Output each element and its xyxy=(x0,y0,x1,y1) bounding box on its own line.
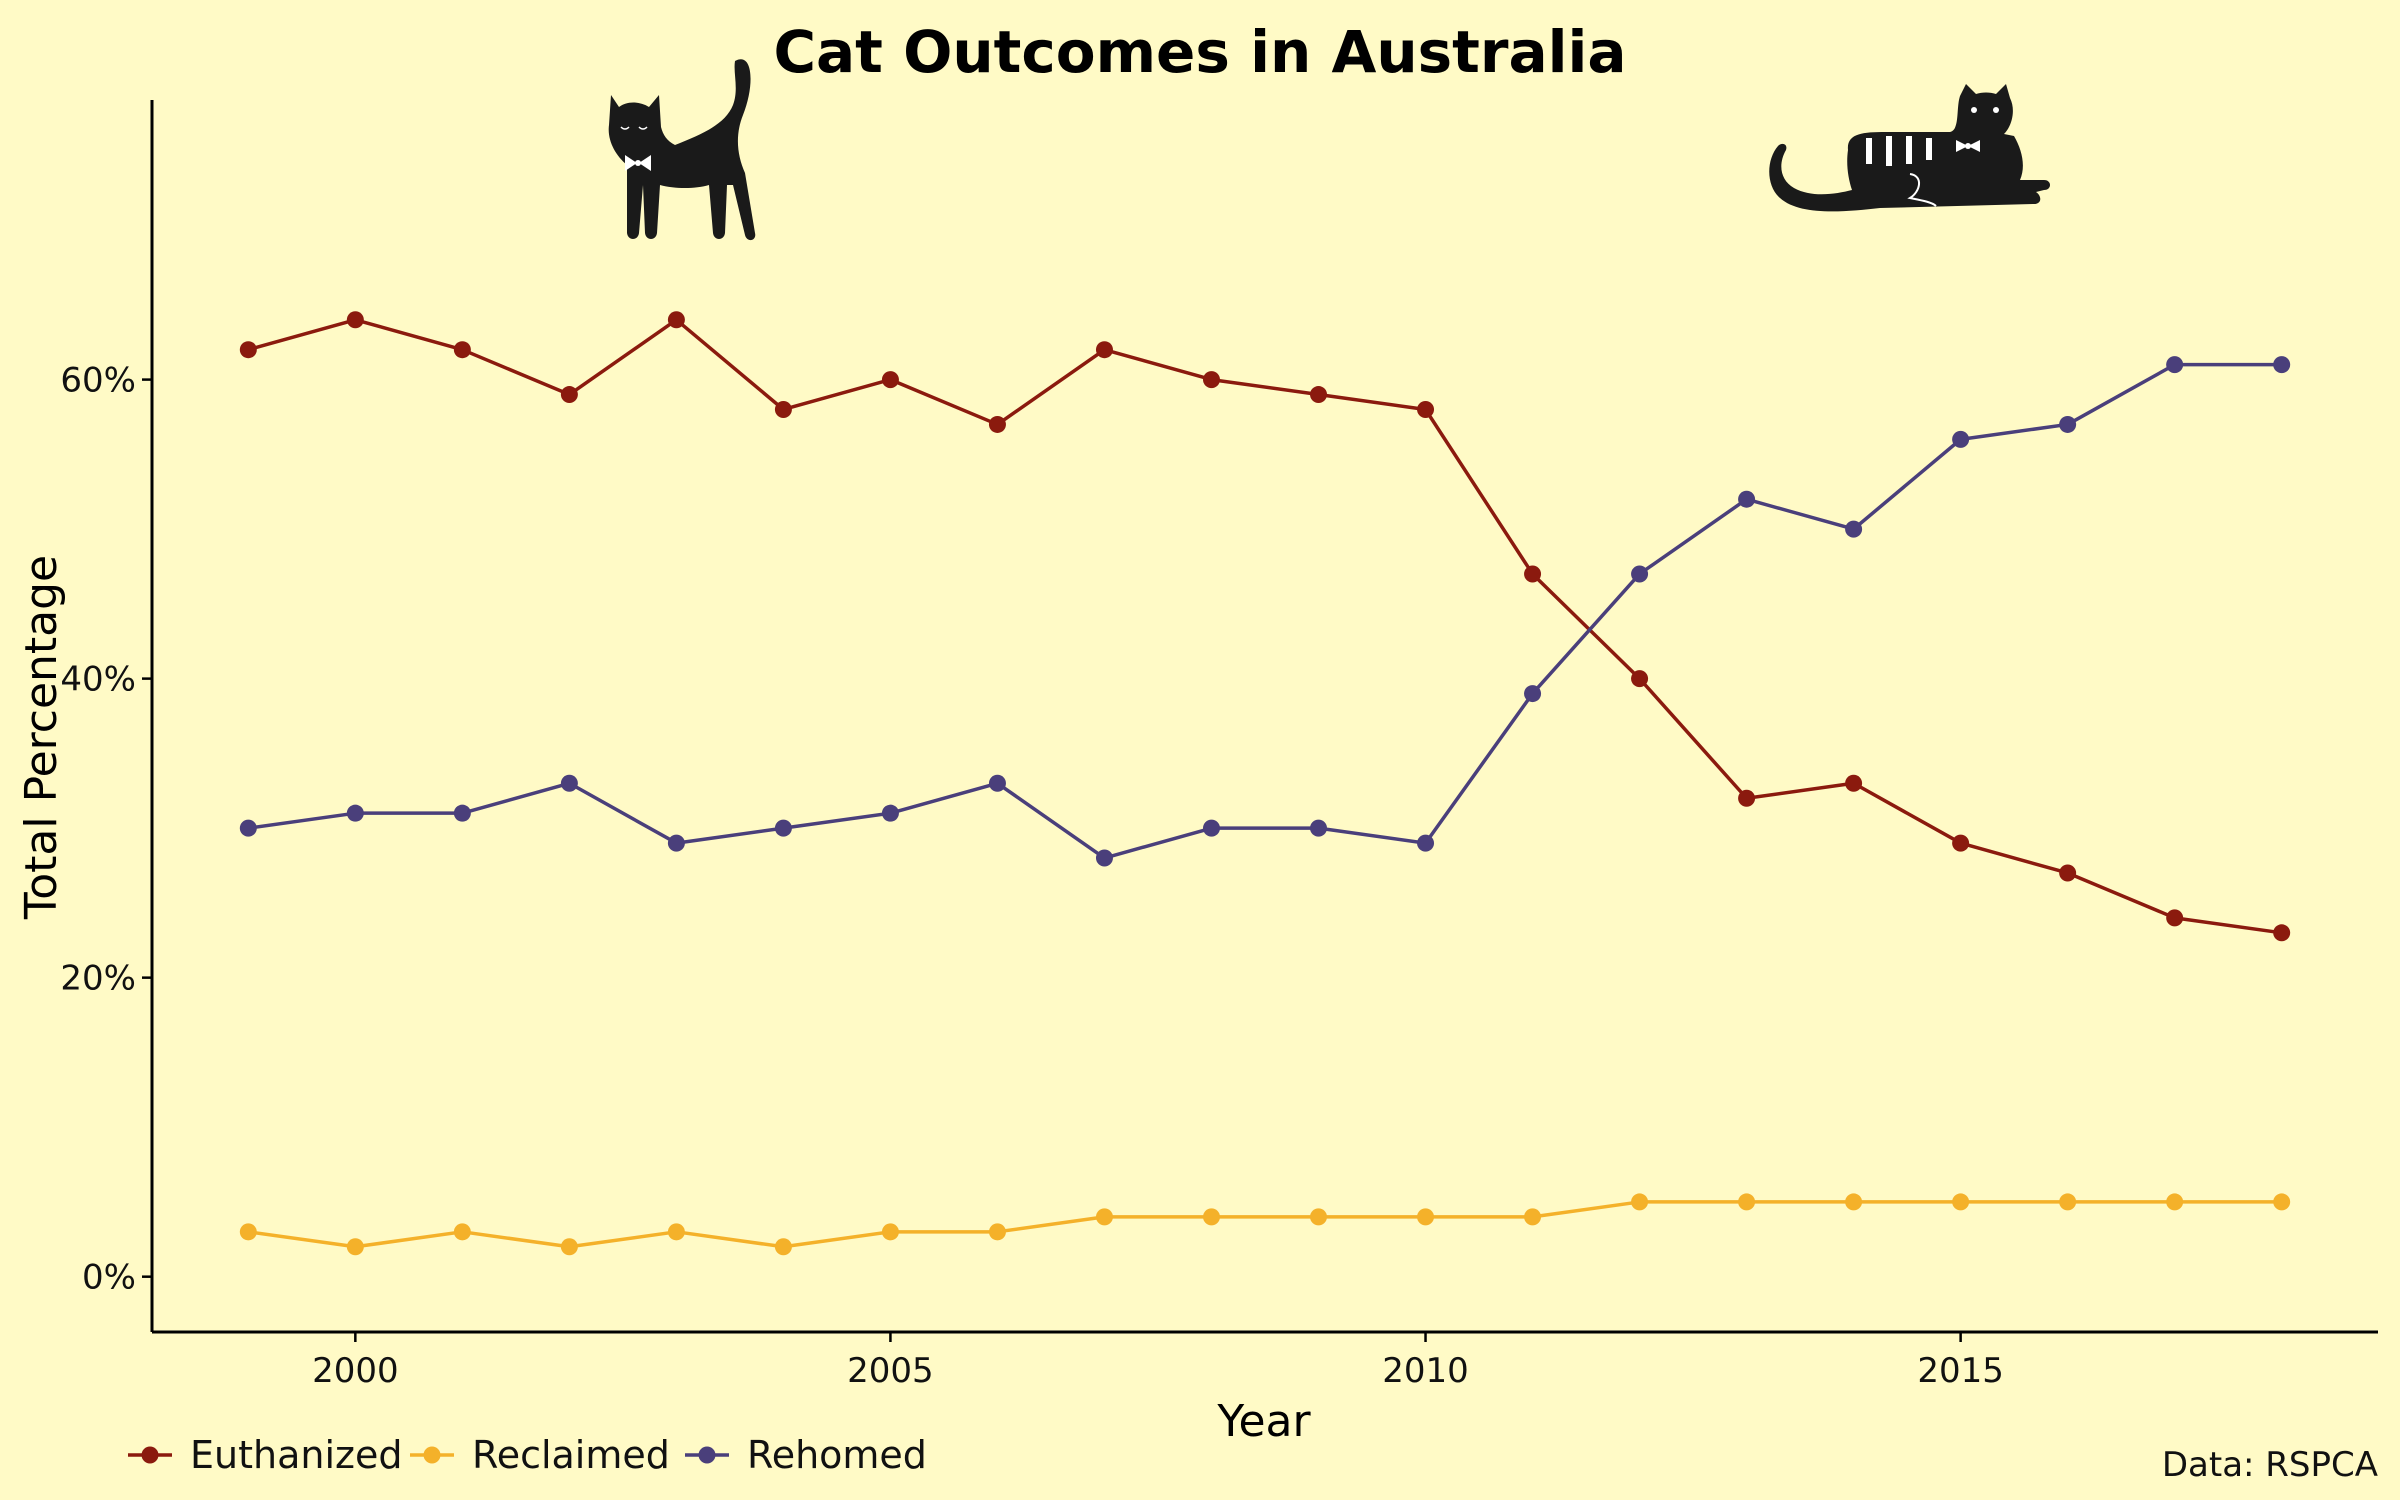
standing-cat-icon xyxy=(608,59,756,241)
data-point-reclaimed xyxy=(881,1223,899,1241)
data-point-reclaimed xyxy=(1631,1193,1649,1211)
y-tick-label: 60% xyxy=(60,361,136,401)
y-tick-label: 20% xyxy=(60,959,136,999)
axes: 0% 20% 40% 60% 2000 2005 2010 2015 xyxy=(60,100,2378,1391)
data-point-rehomed xyxy=(346,804,364,822)
data-point-euthanized xyxy=(774,400,792,418)
data-point-reclaimed xyxy=(1095,1208,1113,1226)
data-point-reclaimed xyxy=(774,1238,792,1256)
data-point-euthanized xyxy=(1310,386,1328,404)
data-point-rehomed xyxy=(988,774,1006,792)
data-point-euthanized xyxy=(560,386,578,404)
caption: Data: RSPCA xyxy=(2162,1445,2378,1485)
legend-label-rehomed: Rehomed xyxy=(747,1433,927,1477)
legend-item-euthanized: Euthanized xyxy=(128,1433,402,1477)
data-point-reclaimed xyxy=(1417,1208,1435,1226)
data-point-rehomed xyxy=(453,804,471,822)
data-point-euthanized xyxy=(881,371,899,389)
legend-swatch-dot-rehomed xyxy=(698,1446,716,1464)
data-point-euthanized xyxy=(2273,924,2291,942)
series-reclaimed xyxy=(239,1193,2291,1256)
data-point-rehomed xyxy=(1310,819,1328,837)
x-axis-title: Year xyxy=(1216,1396,1311,1447)
data-point-rehomed xyxy=(560,774,578,792)
series-rehomed xyxy=(239,356,2291,867)
data-point-euthanized xyxy=(1845,774,1863,792)
data-point-euthanized xyxy=(2166,909,2184,927)
data-point-reclaimed xyxy=(2059,1193,2077,1211)
legend-label-reclaimed: Reclaimed xyxy=(472,1433,670,1477)
data-point-euthanized xyxy=(453,341,471,359)
data-point-rehomed xyxy=(2166,356,2184,374)
y-tick-label: 0% xyxy=(82,1258,136,1298)
data-point-euthanized xyxy=(667,311,685,329)
x-tick-label: 2015 xyxy=(1917,1351,2004,1391)
legend: Euthanized Reclaimed Rehomed xyxy=(128,1433,927,1477)
data-point-reclaimed xyxy=(988,1223,1006,1241)
data-point-rehomed xyxy=(1738,490,1756,508)
data-point-reclaimed xyxy=(1524,1208,1542,1226)
data-point-reclaimed xyxy=(1845,1193,1863,1211)
data-point-euthanized xyxy=(988,415,1006,433)
data-point-rehomed xyxy=(1845,520,1863,538)
data-point-rehomed xyxy=(1524,685,1542,703)
data-point-euthanized xyxy=(346,311,364,329)
data-point-reclaimed xyxy=(1952,1193,1970,1211)
data-point-reclaimed xyxy=(453,1223,471,1241)
data-point-euthanized xyxy=(1952,834,1970,852)
series-euthanized xyxy=(239,311,2291,942)
data-point-reclaimed xyxy=(239,1223,257,1241)
y-tick-label: 40% xyxy=(60,660,136,700)
data-point-reclaimed xyxy=(1738,1193,1756,1211)
data-point-euthanized xyxy=(2059,864,2077,882)
data-point-rehomed xyxy=(2059,415,2077,433)
data-point-reclaimed xyxy=(2166,1193,2184,1211)
data-point-euthanized xyxy=(1738,789,1756,807)
data-point-rehomed xyxy=(1202,819,1220,837)
data-point-rehomed xyxy=(2273,356,2291,374)
data-point-rehomed xyxy=(1095,849,1113,867)
data-point-reclaimed xyxy=(1202,1208,1220,1226)
data-point-rehomed xyxy=(1952,430,1970,448)
data-point-reclaimed xyxy=(1310,1208,1328,1226)
x-tick-label: 2000 xyxy=(312,1351,399,1391)
lying-cat-icon xyxy=(1769,84,2050,212)
y-axis-title: Total Percentage xyxy=(16,555,67,920)
series-line-euthanized xyxy=(247,318,2282,935)
chart-title: Cat Outcomes in Australia xyxy=(773,18,1626,86)
data-point-rehomed xyxy=(881,804,899,822)
series-line-rehomed xyxy=(248,362,2282,860)
data-point-euthanized xyxy=(1631,670,1649,688)
data-point-rehomed xyxy=(239,819,257,837)
data-point-rehomed xyxy=(774,819,792,837)
legend-swatch-dot-euthanized xyxy=(141,1446,159,1464)
data-point-rehomed xyxy=(1417,834,1435,852)
data-point-euthanized xyxy=(239,341,257,359)
legend-swatch-dot-reclaimed xyxy=(423,1446,441,1464)
data-point-euthanized xyxy=(1417,400,1435,418)
data-point-reclaimed xyxy=(560,1238,578,1256)
x-tick-label: 2010 xyxy=(1382,1351,1469,1391)
data-point-rehomed xyxy=(667,834,685,852)
legend-label-euthanized: Euthanized xyxy=(190,1433,402,1477)
data-point-rehomed xyxy=(1631,565,1649,583)
x-tick-label: 2005 xyxy=(847,1351,934,1391)
legend-item-reclaimed: Reclaimed xyxy=(410,1433,670,1477)
series-layer xyxy=(239,311,2291,1256)
data-point-euthanized xyxy=(1095,341,1113,359)
data-point-euthanized xyxy=(1524,565,1542,583)
legend-item-rehomed: Rehomed xyxy=(685,1433,927,1477)
data-point-reclaimed xyxy=(2273,1193,2291,1211)
data-point-euthanized xyxy=(1202,371,1220,389)
series-line-reclaimed xyxy=(248,1200,2282,1249)
data-point-reclaimed xyxy=(346,1238,364,1256)
data-point-reclaimed xyxy=(667,1223,685,1241)
